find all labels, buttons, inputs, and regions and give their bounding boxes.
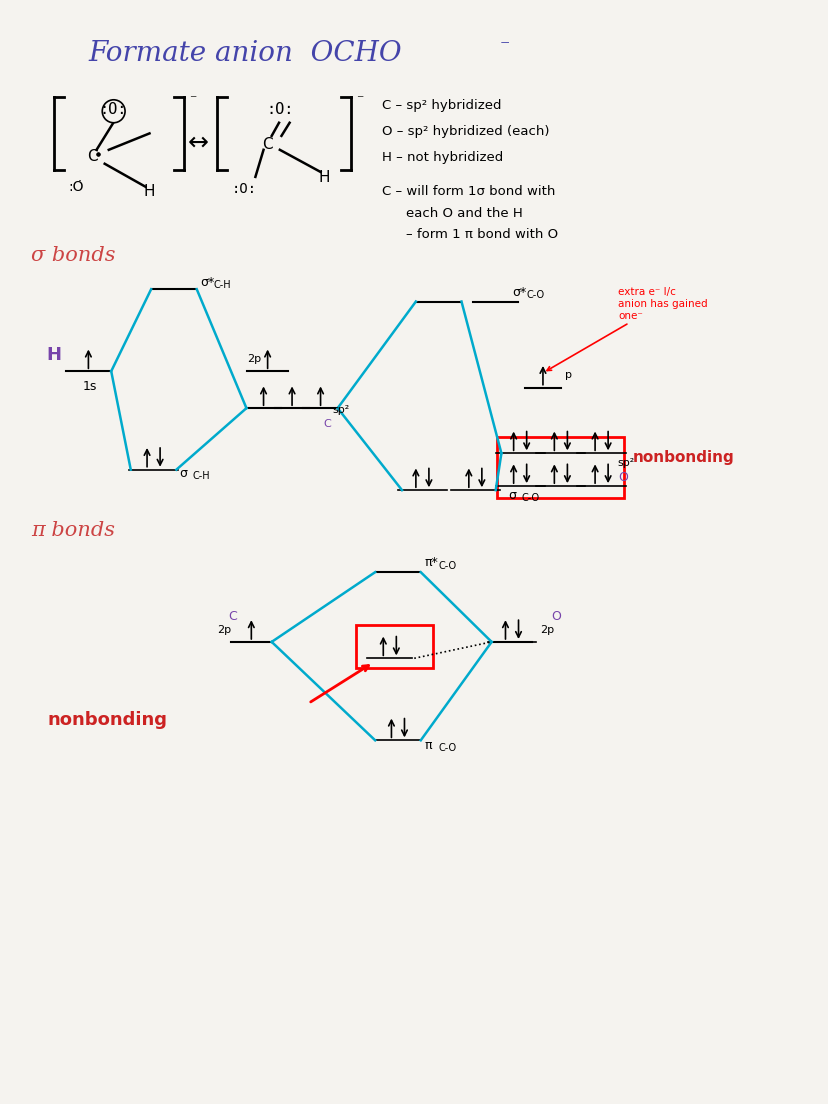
Text: extra e⁻ l/c
anion has gained
one⁻: extra e⁻ l/c anion has gained one⁻ <box>546 287 707 371</box>
Text: nonbonding: nonbonding <box>48 710 167 729</box>
Text: H – not hybridized: H – not hybridized <box>382 150 503 163</box>
Text: C-O: C-O <box>438 561 456 571</box>
Text: ⁻: ⁻ <box>499 38 510 56</box>
Text: σ*: σ* <box>200 276 214 288</box>
Text: C – will form 1σ bond with: C – will form 1σ bond with <box>382 184 555 198</box>
Text: each O and the H: each O and the H <box>406 206 522 220</box>
Text: C-O: C-O <box>438 742 456 752</box>
Text: C-H: C-H <box>193 470 210 480</box>
Text: O: O <box>618 470 628 484</box>
Text: σ: σ <box>180 467 187 479</box>
Text: π bonds: π bonds <box>31 521 115 540</box>
Text: 2p: 2p <box>217 625 231 635</box>
Text: p: p <box>565 370 571 380</box>
Text: 1s: 1s <box>83 380 97 393</box>
Text: Formate anion  OCHO: Formate anion OCHO <box>89 40 402 66</box>
Text: H: H <box>46 346 61 363</box>
Text: sp²: sp² <box>333 405 349 415</box>
Text: C: C <box>323 418 330 428</box>
Text: π: π <box>424 739 431 752</box>
Text: ⁻: ⁻ <box>355 93 363 107</box>
Text: C-H: C-H <box>213 280 230 290</box>
Text: σ bonds: σ bonds <box>31 246 116 265</box>
Text: 2p: 2p <box>247 354 261 364</box>
Text: :O:: :O: <box>266 102 293 117</box>
Text: :O:: :O: <box>232 182 258 195</box>
Text: O: O <box>551 609 561 623</box>
Text: C: C <box>87 149 98 163</box>
Text: σ: σ <box>508 489 516 501</box>
Text: – form 1 π bond with O: – form 1 π bond with O <box>406 229 558 242</box>
Text: :O:: :O: <box>99 102 127 117</box>
Text: C-O: C-O <box>522 492 540 502</box>
Text: sp²: sp² <box>618 458 635 468</box>
Text: H: H <box>319 170 330 185</box>
Text: O – sp² hybridized (each): O – sp² hybridized (each) <box>382 125 549 138</box>
Text: ↔: ↔ <box>188 130 209 155</box>
Text: :Ȯ: :Ȯ <box>69 180 84 194</box>
Text: C: C <box>229 609 237 623</box>
Text: π*: π* <box>424 556 437 569</box>
Text: C – sp² hybridized: C – sp² hybridized <box>382 98 501 112</box>
Text: C: C <box>262 137 272 152</box>
Text: 2p: 2p <box>540 625 554 635</box>
Bar <box>497 437 623 499</box>
Text: ⁻: ⁻ <box>189 93 196 107</box>
Text: H: H <box>144 184 155 199</box>
Bar <box>355 626 433 668</box>
Text: nonbonding: nonbonding <box>633 449 734 465</box>
Text: σ*: σ* <box>512 286 526 298</box>
Text: C-O: C-O <box>527 290 545 300</box>
